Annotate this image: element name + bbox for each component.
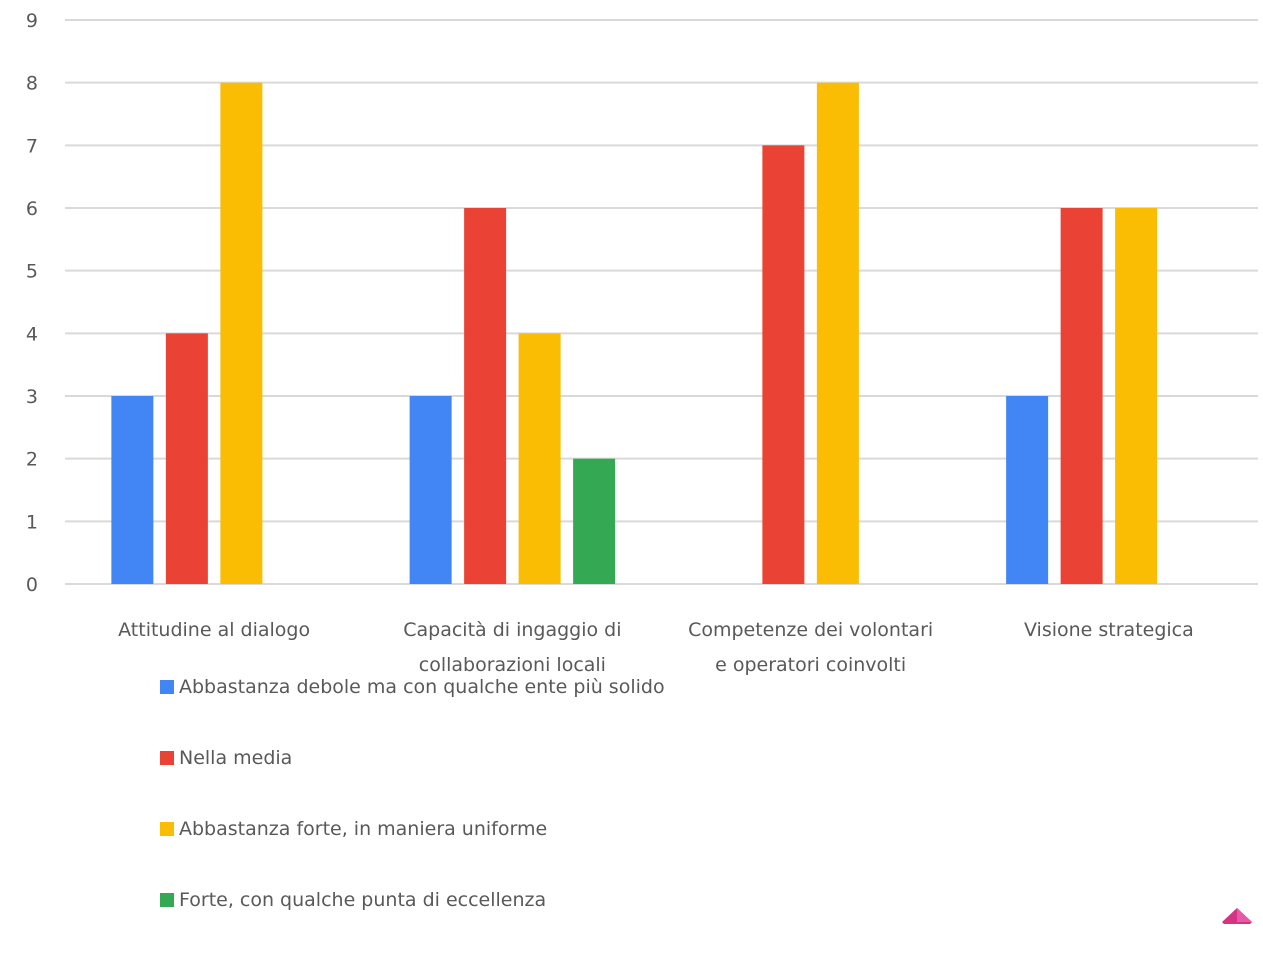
- y-tick-label: 7: [26, 135, 38, 157]
- bar: [573, 458, 616, 584]
- legend-item: Nella media: [160, 746, 665, 770]
- bar: [111, 396, 154, 584]
- y-tick-label: 3: [26, 386, 38, 408]
- y-tick-label: 5: [26, 261, 38, 283]
- legend-item: Abbastanza debole ma con qualche ente pi…: [160, 675, 665, 699]
- bar: [409, 396, 452, 584]
- bar: [518, 333, 561, 584]
- y-tick-label: 6: [26, 198, 38, 220]
- bar: [1006, 396, 1049, 584]
- legend-label: Abbastanza debole ma con qualche ente pi…: [179, 676, 665, 698]
- bar: [464, 208, 507, 584]
- x-axis-categories: Attitudine al dialogo Capacità di ingaggi…: [118, 619, 1194, 676]
- x-category-label: e operatori coinvolti: [715, 654, 906, 676]
- gridlines: [65, 19, 1258, 585]
- legend-swatch: [160, 822, 174, 836]
- y-axis-ticks: 0 1 2 3 4 5 6 7 8 9: [26, 10, 38, 596]
- legend-item: Forte, con qualche punta di eccellenza: [160, 888, 665, 912]
- legend-swatch: [160, 751, 174, 765]
- legend: Abbastanza debole ma con qualche ente pi…: [160, 675, 665, 959]
- bars: [111, 82, 1158, 585]
- bar: [165, 333, 208, 584]
- x-category-label: Visione strategica: [1024, 619, 1194, 641]
- bar: [816, 82, 859, 585]
- y-tick-label: 8: [26, 73, 38, 95]
- bar: [762, 145, 805, 585]
- legend-label: Abbastanza forte, in maniera uniforme: [179, 818, 548, 840]
- bar: [220, 82, 263, 585]
- legend-label: Forte, con qualche punta di eccellenza: [179, 889, 547, 911]
- y-tick-label: 9: [26, 10, 38, 32]
- y-tick-label: 2: [26, 449, 38, 471]
- legend-swatch: [160, 680, 174, 694]
- logo-icon: [1222, 908, 1252, 924]
- bar: [1115, 208, 1158, 584]
- x-category-label: Competenze dei volontari: [688, 619, 933, 641]
- y-tick-label: 0: [26, 574, 38, 596]
- bar: [1060, 208, 1103, 584]
- y-tick-label: 1: [26, 511, 38, 533]
- x-category-label: Attitudine al dialogo: [118, 619, 310, 641]
- x-category-label: collaborazioni locali: [419, 654, 606, 676]
- legend-swatch: [160, 893, 174, 907]
- legend-item: Abbastanza forte, in maniera uniforme: [160, 817, 665, 841]
- bar-chart: 0 1 2 3 4 5 6 7 8 9 Attitudine al dialogo Capacità…: [26, 10, 1258, 676]
- legend-label: Nella media: [179, 747, 293, 769]
- y-tick-label: 4: [26, 323, 38, 345]
- x-category-label: Capacità di ingaggio di: [403, 619, 621, 641]
